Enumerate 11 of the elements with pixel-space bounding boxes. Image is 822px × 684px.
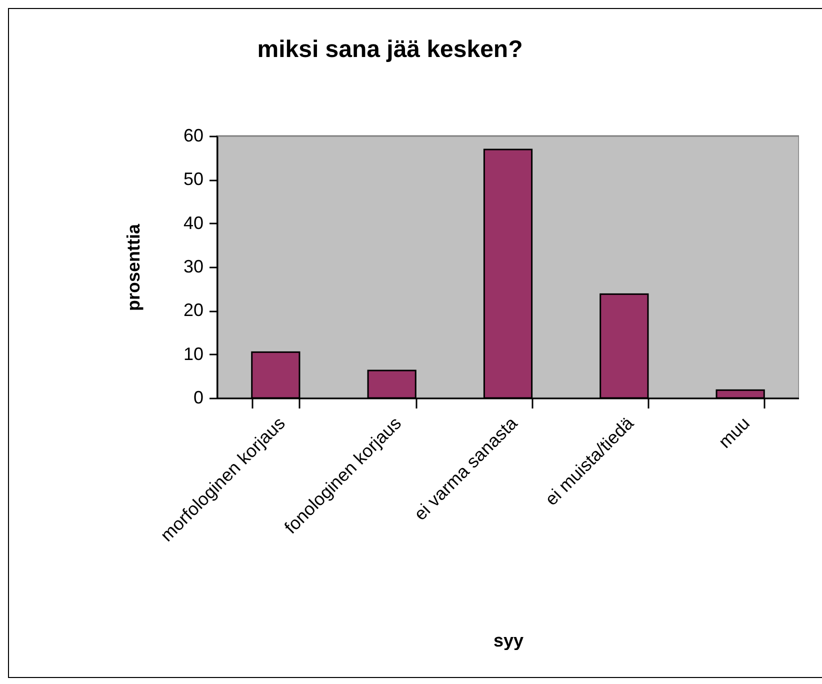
y-tick-label: 20 bbox=[183, 300, 204, 320]
y-tick-label: 60 bbox=[183, 126, 204, 146]
y-tick-label: 50 bbox=[183, 169, 204, 190]
y-axis-title: prosenttia bbox=[123, 223, 144, 312]
y-tick-label: 0 bbox=[193, 388, 204, 408]
chart-title: miksi sana jää kesken? bbox=[257, 36, 523, 63]
y-tick-label: 30 bbox=[183, 256, 204, 276]
y-tick-label: 40 bbox=[183, 212, 204, 233]
y-tick-label: 10 bbox=[183, 344, 204, 364]
x-tick-label: muu bbox=[714, 413, 754, 452]
x-axis-title: syy bbox=[493, 630, 524, 650]
